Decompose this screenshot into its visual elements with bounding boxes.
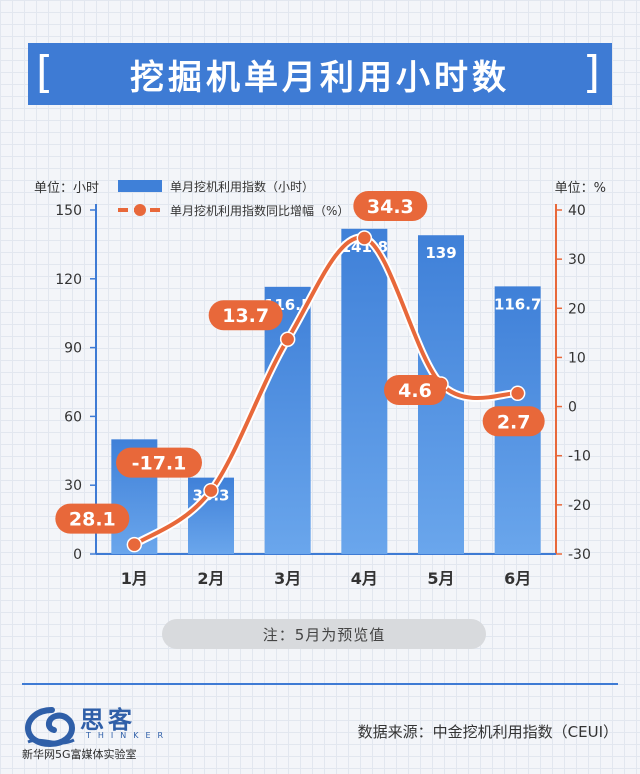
thinker-logo-icon [24,707,76,748]
growth-point-2 [203,482,219,499]
growth-value-label: -17.1 [132,453,187,475]
left-tick-label: 120 [55,272,82,288]
growth-point-6 [509,385,526,402]
growth-label-pill [482,406,545,437]
growth-value-label: 2.7 [497,411,531,433]
growth-point-4 [356,230,373,246]
legend-line-label: 单月挖机利用指数同比增幅（%） [170,203,349,218]
growth-value-label: 4.6 [398,380,432,402]
growth-value-label: 34.3 [367,196,414,218]
left-unit-label: 单位：小时 [34,181,99,196]
title-bar: [ 挖掘机单月利用小时数 ] [28,43,612,105]
left-tick-label: 90 [64,341,82,357]
right-unit-label: 单位：% [555,181,606,196]
right-tick-label: -10 [568,449,591,465]
growth-label-pill [55,503,130,534]
growth-value-label: 28.1 [69,509,116,531]
x-tick-label: 5月 [427,569,454,588]
chart-title: 挖掘机单月利用小时数 [130,57,510,98]
growth-point-1 [126,536,143,553]
growth-point-3 [279,331,296,347]
bar-4 [341,228,388,554]
growth-label-pill [208,300,283,331]
left-tick-label: 150 [55,203,82,219]
data-source: 数据来源：中金挖机利用指数（CEUI） [357,723,618,741]
legend-line-marker [134,204,146,216]
right-bracket: ] [582,47,604,98]
x-tick-label: 1月 [121,569,148,588]
growth-label-pill [384,374,446,405]
logo-text: 思客 [80,705,136,734]
footer-divider [22,683,618,685]
right-tick-label: 40 [568,203,586,219]
bar-3 [264,286,311,554]
x-tick-label: 2月 [197,569,224,588]
right-tick-label: 20 [568,301,586,317]
left-tick-label: 30 [64,478,82,494]
right-tick-label: -30 [568,547,591,563]
logo-subtext: THINKER [86,731,171,740]
left-tick-label: 60 [64,409,82,425]
x-tick-label: 3月 [274,569,301,588]
x-tick-label: 4月 [351,569,378,588]
chart-svg: 0 30 60 90 120 150 -30 -20 -10 0 10 20 30 40 单位：小时 单位：%… [34,179,606,588]
org-name: 新华网5G富媒体实验室 [22,748,137,761]
growth-value-label: 13.7 [222,305,269,327]
preview-note: 注：5月为预览值 [162,619,486,649]
right-tick-label: 0 [568,400,577,416]
right-tick-label: 10 [568,350,586,366]
right-tick-label: -20 [568,498,591,514]
growth-label-pill [353,191,428,222]
legend-bar-label: 单月挖机利用指数（小时） [170,179,314,194]
growth-label-pill [116,447,202,478]
bar-value-label: 116.7 [494,295,541,313]
left-bracket: [ [36,47,58,98]
bar-value-label: 139 [425,244,456,262]
left-tick-label: 0 [73,547,82,563]
x-tick-label: 6月 [504,569,531,588]
right-tick-label: 30 [568,252,586,268]
legend-bar-swatch [118,180,162,192]
